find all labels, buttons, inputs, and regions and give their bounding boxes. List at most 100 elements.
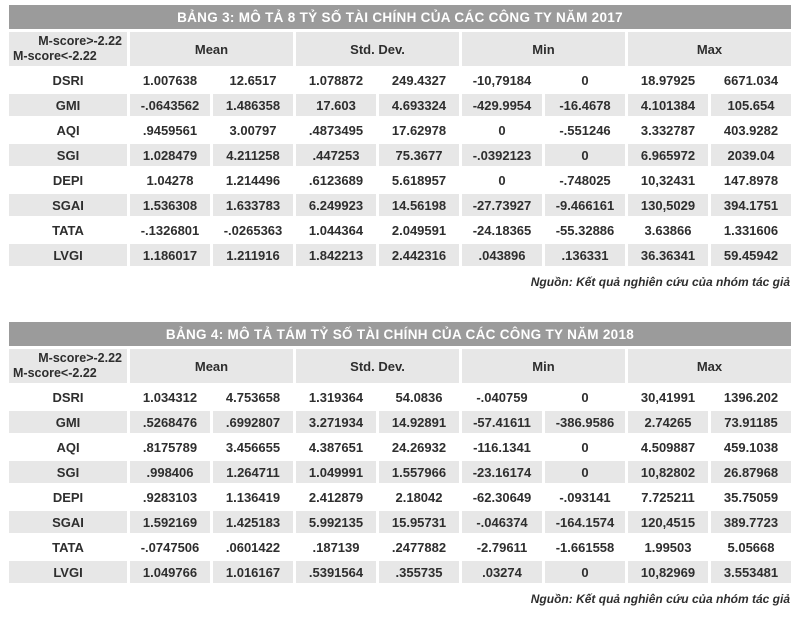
value-cell: .998406	[130, 461, 210, 483]
value-cell: 12.6517	[213, 69, 293, 91]
mscore-greater-label: M-score>-2.22	[38, 351, 122, 365]
value-cell: 1.136419	[213, 486, 293, 508]
tables-gap	[9, 289, 791, 322]
value-cell: 1.186017	[130, 244, 210, 266]
value-cell: 0	[545, 461, 625, 483]
value-cell: 2.442316	[379, 244, 459, 266]
value-cell: -16.4678	[545, 94, 625, 116]
row-label-gmi: GMI	[9, 411, 127, 433]
value-cell: 73.91185	[711, 411, 791, 433]
value-cell: -.046374	[462, 511, 542, 533]
value-cell: 4.387651	[296, 436, 376, 458]
value-cell: 4.753658	[213, 386, 293, 408]
row-label-lvgi: LVGI	[9, 244, 127, 266]
page: BẢNG 3: MÔ TẢ 8 TỶ SỐ TÀI CHÍNH CỦA CÁC …	[9, 5, 791, 606]
value-cell: 2.412879	[296, 486, 376, 508]
value-cell: 4.693324	[379, 94, 459, 116]
value-cell: 1.425183	[213, 511, 293, 533]
value-cell: 459.1038	[711, 436, 791, 458]
value-cell: 1.633783	[213, 194, 293, 216]
value-cell: 1.486358	[213, 94, 293, 116]
value-cell: .9459561	[130, 119, 210, 141]
value-cell: 403.9282	[711, 119, 791, 141]
value-cell: 4.509887	[628, 436, 708, 458]
value-cell: -23.16174	[462, 461, 542, 483]
value-cell: .187139	[296, 536, 376, 558]
value-cell: 59.45942	[711, 244, 791, 266]
value-cell: .4873495	[296, 119, 376, 141]
value-cell: 17.603	[296, 94, 376, 116]
value-cell: 3.553481	[711, 561, 791, 583]
col-header-max: Max	[628, 32, 791, 66]
mscore-less-label: M-score<-2.22	[13, 49, 97, 63]
value-cell: 394.1751	[711, 194, 791, 216]
value-cell: 3.00797	[213, 119, 293, 141]
value-cell: 1.016167	[213, 561, 293, 583]
value-cell: 1.319364	[296, 386, 376, 408]
value-cell: 1.536308	[130, 194, 210, 216]
row-label-depi: DEPI	[9, 169, 127, 191]
value-cell: -.748025	[545, 169, 625, 191]
value-cell: -116.1341	[462, 436, 542, 458]
value-cell: 6.965972	[628, 144, 708, 166]
mscore-header-cell: M-score>-2.22 M-score<-2.22	[9, 32, 127, 66]
value-cell: 120,4515	[628, 511, 708, 533]
value-cell: .136331	[545, 244, 625, 266]
value-cell: 17.62978	[379, 119, 459, 141]
table-4-title: BẢNG 4: MÔ TẢ TÁM TỶ SỐ TÀI CHÍNH CỦA CÁ…	[9, 322, 791, 346]
value-cell: 1.264711	[213, 461, 293, 483]
row-label-lvgi: LVGI	[9, 561, 127, 583]
value-cell: 10,32431	[628, 169, 708, 191]
col-header-mean: Mean	[130, 349, 293, 383]
value-cell: 389.7723	[711, 511, 791, 533]
value-cell: 1.331606	[711, 219, 791, 241]
value-cell: 26.87968	[711, 461, 791, 483]
value-cell: -10,79184	[462, 69, 542, 91]
value-cell: 0	[545, 436, 625, 458]
source-note: Nguồn: Kết quả nghiên cứu của nhóm tác g…	[530, 275, 790, 289]
value-cell: 105.654	[711, 94, 791, 116]
value-cell: 24.26932	[379, 436, 459, 458]
value-cell: 30,41991	[628, 386, 708, 408]
value-cell: -.0643562	[130, 94, 210, 116]
value-cell: -57.41611	[462, 411, 542, 433]
value-cell: 1.04278	[130, 169, 210, 191]
value-cell: -27.73927	[462, 194, 542, 216]
value-cell: 2.74265	[628, 411, 708, 433]
value-cell: 7.725211	[628, 486, 708, 508]
value-cell: 1.211916	[213, 244, 293, 266]
value-cell: 0	[545, 69, 625, 91]
value-cell: 1.028479	[130, 144, 210, 166]
value-cell: 1.078872	[296, 69, 376, 91]
value-cell: 2039.04	[711, 144, 791, 166]
value-cell: 1.557966	[379, 461, 459, 483]
value-cell: -2.79611	[462, 536, 542, 558]
value-cell: 1.044364	[296, 219, 376, 241]
value-cell: .6992807	[213, 411, 293, 433]
value-cell: 18.97925	[628, 69, 708, 91]
table-3-title: BẢNG 3: MÔ TẢ 8 TỶ SỐ TÀI CHÍNH CỦA CÁC …	[9, 5, 791, 29]
value-cell: 5.05668	[711, 536, 791, 558]
value-cell: 0	[462, 169, 542, 191]
value-cell: 10,82969	[628, 561, 708, 583]
value-cell: 1.049991	[296, 461, 376, 483]
value-cell: 14.56198	[379, 194, 459, 216]
value-cell: -.551246	[545, 119, 625, 141]
value-cell: -164.1574	[545, 511, 625, 533]
value-cell: 3.332787	[628, 119, 708, 141]
table-4-grid: M-score>-2.22 M-score<-2.22 Mean Std. De…	[9, 349, 791, 583]
value-cell: 6671.034	[711, 69, 791, 91]
value-cell: .6123689	[296, 169, 376, 191]
mscore-greater-label: M-score>-2.22	[38, 34, 122, 48]
value-cell: 4.101384	[628, 94, 708, 116]
value-cell: 1.034312	[130, 386, 210, 408]
table-bang-4: BẢNG 4: MÔ TẢ TÁM TỶ SỐ TÀI CHÍNH CỦA CÁ…	[9, 322, 791, 606]
value-cell: 0	[545, 144, 625, 166]
value-cell: 54.0836	[379, 386, 459, 408]
value-cell: 5.618957	[379, 169, 459, 191]
value-cell: 1.592169	[130, 511, 210, 533]
value-cell: 5.992135	[296, 511, 376, 533]
value-cell: 130,5029	[628, 194, 708, 216]
col-header-min: Min	[462, 32, 625, 66]
row-label-sgai: SGAI	[9, 511, 127, 533]
